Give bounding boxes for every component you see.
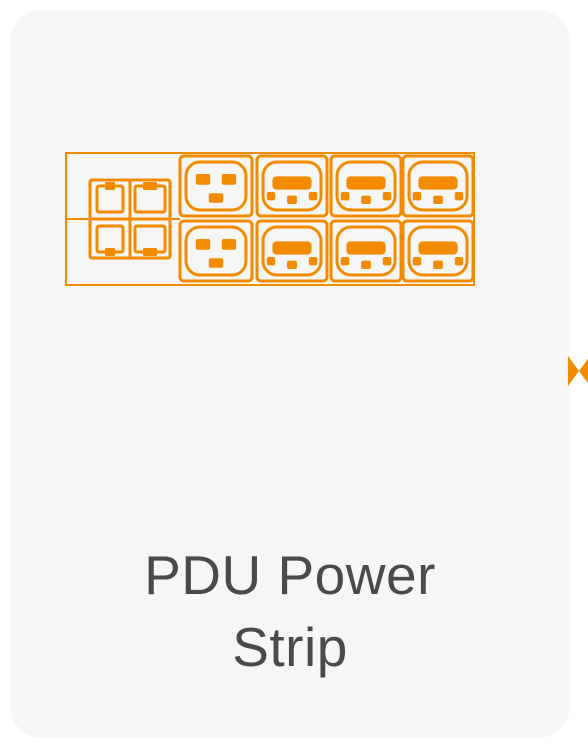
pdu-diagram bbox=[65, 152, 475, 291]
pdu-label-line2: Strip bbox=[10, 612, 570, 684]
cable-connector-icon bbox=[568, 356, 588, 391]
pdu-label-line1: PDU Power bbox=[10, 540, 570, 612]
pdu-label: PDU Power Strip bbox=[10, 540, 570, 683]
pdu-card: PDU Power Strip bbox=[10, 10, 570, 738]
